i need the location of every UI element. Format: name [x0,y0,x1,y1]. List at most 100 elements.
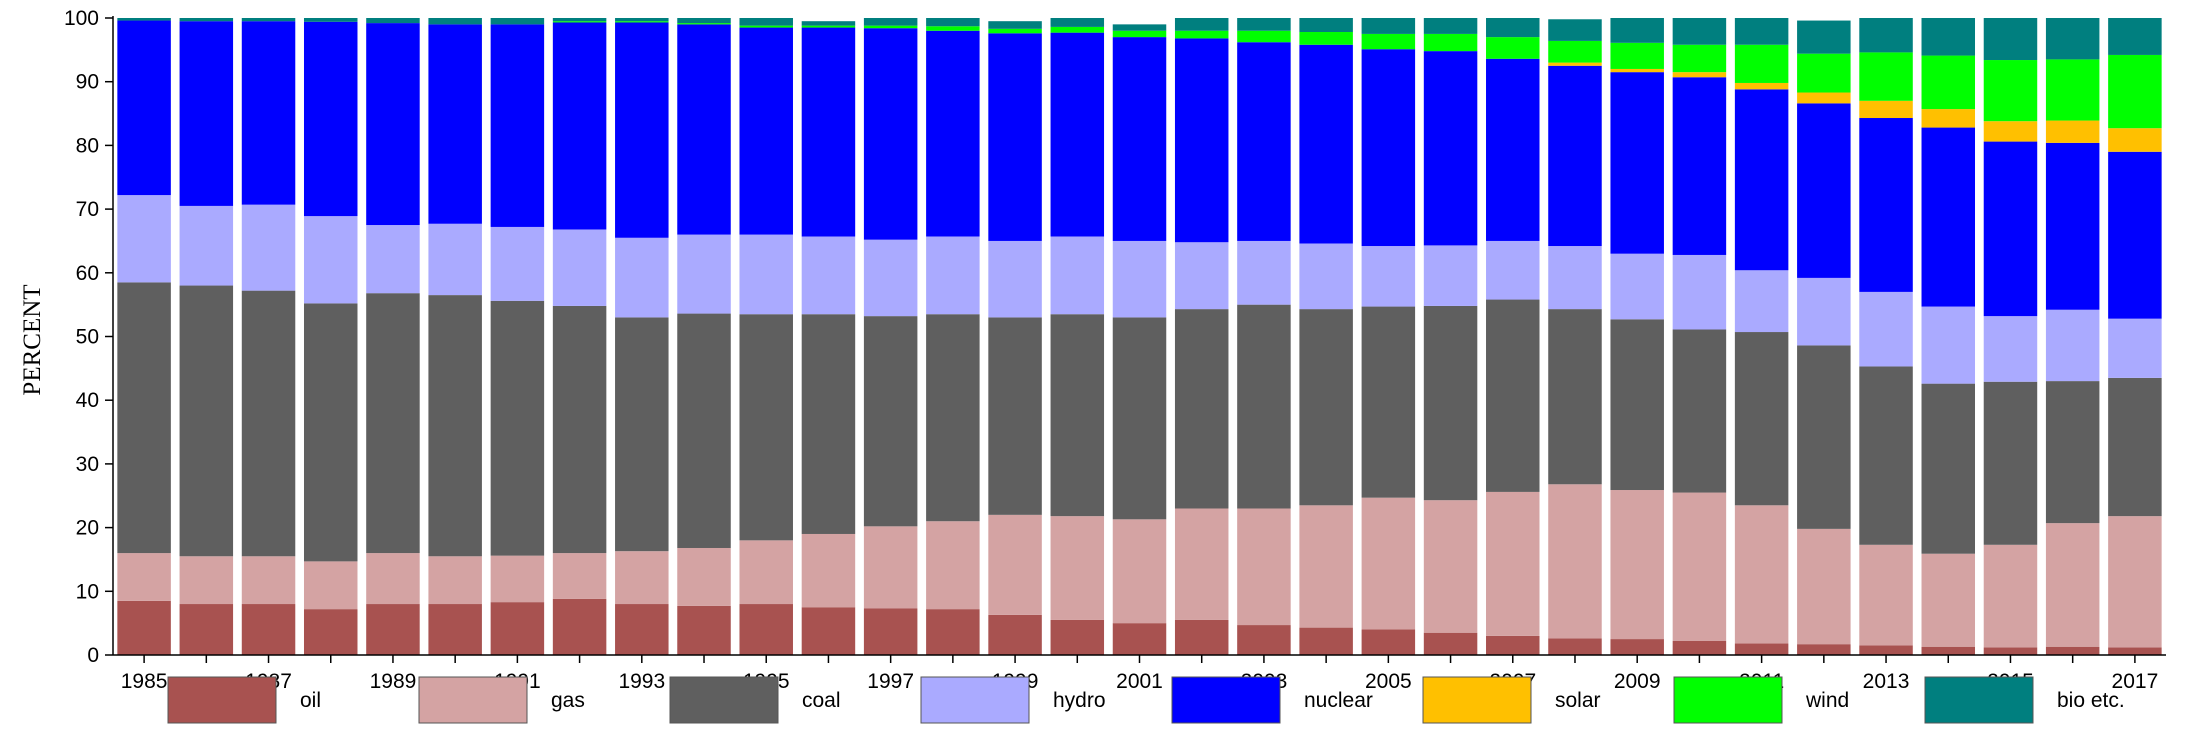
bar-segment-solar-2010 [1672,72,1727,78]
bar-segment-gas-2004 [1299,505,1353,628]
bar-segment-oil-2001 [1112,623,1167,655]
bar-segment-oil-2006 [1423,632,1478,655]
bar-segment-wind-2006 [1423,33,1478,52]
bar-segment-oil-2010 [1672,640,1727,655]
bar-segment-nuclear-2012 [1797,103,1851,278]
bar-segment-bio-etc-2012 [1797,20,1851,54]
bar-segment-oil-2016 [2045,646,2100,655]
bar-segment-gas-1990 [428,556,482,605]
bar-segment-wind-2002 [1174,30,1229,39]
bar-segment-nuclear-2016 [2045,142,2100,310]
y-tick-label: 10 [76,580,99,603]
y-tick-label: 90 [76,71,99,94]
bar-segment-wind-2009 [1610,42,1664,69]
bar-segment-gas-1996 [801,533,856,608]
bar-segment-nuclear-1988 [303,21,358,217]
bar-segment-oil-1997 [863,608,918,655]
x-tick-label: 1997 [867,670,914,693]
bar-segment-nuclear-2017 [2108,151,2162,319]
bar-segment-nuclear-2013 [1859,118,1913,292]
bar-segment-nuclear-2005 [1361,49,1416,247]
bar-segment-wind-2014 [1921,55,1976,110]
bar-segment-wind-2011 [1734,44,1789,83]
bar-segment-gas-2002 [1174,508,1229,620]
bar-segment-hydro-1989 [366,225,420,294]
bar-segment-gas-2003 [1237,508,1291,626]
bar-segment-coal-2007 [1486,299,1540,492]
bar-segment-hydro-2013 [1859,291,1913,367]
bar-segment-coal-2013 [1859,366,1913,545]
bars-group [117,18,2162,655]
bar-segment-nuclear-2010 [1672,77,1727,255]
bar-segment-nuclear-1995 [739,27,793,235]
x-tick-label: 1993 [618,670,665,693]
bar-segment-wind-1994 [677,23,731,25]
bar-segment-oil-1992 [552,598,607,655]
bar-segment-bio-etc-1994 [677,18,731,24]
bar-segment-hydro-2009 [1610,253,1664,320]
bar-segment-bio-etc-2001 [1112,24,1167,31]
bar-segment-bio-etc-1987 [241,18,296,22]
bar-segment-bio-etc-2003 [1237,18,1291,31]
bar-segment-bio-etc-2000 [1050,18,1105,27]
bar-segment-nuclear-2007 [1486,58,1540,241]
bar-segment-solar-2011 [1734,82,1789,90]
legend-label-nuclear: nuclear [1304,689,1373,712]
bar-segment-hydro-1985 [117,195,171,283]
bar-segment-gas-2011 [1734,505,1789,644]
x-tick-label: 1989 [370,670,417,693]
bar-segment-wind-2012 [1797,53,1851,93]
bar-segment-nuclear-2014 [1921,127,1976,307]
bar-segment-solar-2014 [1921,109,1976,128]
bar-segment-coal-2010 [1672,329,1727,493]
bar-segment-hydro-1997 [863,239,918,317]
bar-segment-coal-2016 [2045,381,2100,524]
bar-segment-oil-1990 [428,604,482,655]
bar-segment-coal-2006 [1423,305,1478,501]
bar-segment-coal-2000 [1050,314,1105,517]
y-tick-label: 50 [76,326,99,349]
bar-segment-bio-etc-1990 [428,18,482,25]
bar-segment-wind-2017 [2108,54,2162,129]
bar-segment-gas-1998 [926,521,980,610]
bar-segment-wind-1993 [615,21,669,23]
x-tick-label: 2001 [1116,670,1163,693]
legend-swatch-coal [669,676,779,724]
bar-segment-coal-1991 [490,300,545,556]
bar-segment-bio-etc-2014 [1921,18,1976,56]
bar-segment-wind-2004 [1299,32,1353,45]
bar-segment-hydro-1995 [739,234,793,315]
bar-segment-coal-1995 [739,314,793,541]
bar-segment-wind-1999 [988,28,1042,34]
bar-segment-bio-etc-2016 [2045,18,2100,60]
bar-segment-oil-2007 [1486,635,1540,655]
legend: oil gas coal hydro nuclear solar wind bio etc. [167,676,2125,724]
bar-segment-coal-2009 [1610,319,1664,491]
bar-segment-oil-2011 [1734,643,1789,655]
bar-segment-bio-etc-1997 [863,18,918,26]
bar-segment-hydro-2006 [1423,245,1478,306]
bar-segment-hydro-1986 [179,205,234,286]
bar-segment-solar-2013 [1859,100,1913,119]
bar-segment-oil-2017 [2108,647,2162,655]
bar-segment-hydro-1998 [926,236,980,315]
x-tick-label: 2005 [1365,670,1412,693]
bar-segment-hydro-1990 [428,223,482,296]
bar-segment-gas-2007 [1486,491,1540,636]
legend-label-gas: gas [551,689,585,712]
bar-segment-oil-1986 [179,604,234,655]
bar-segment-coal-1986 [179,285,234,557]
bar-segment-coal-1987 [241,290,296,557]
bar-segment-hydro-1992 [552,229,607,306]
bar-segment-hydro-2004 [1299,243,1353,310]
bar-segment-nuclear-1985 [117,20,171,196]
bar-segment-gas-2001 [1112,519,1167,624]
x-tick-label: 2013 [1863,670,1910,693]
bar-segment-coal-1993 [615,317,669,552]
bar-segment-oil-2014 [1921,646,1976,655]
bar-segment-hydro-1996 [801,236,856,315]
bar-segment-nuclear-1989 [366,23,420,226]
bar-segment-bio-etc-2009 [1610,18,1664,43]
bar-segment-wind-2008 [1548,40,1602,63]
